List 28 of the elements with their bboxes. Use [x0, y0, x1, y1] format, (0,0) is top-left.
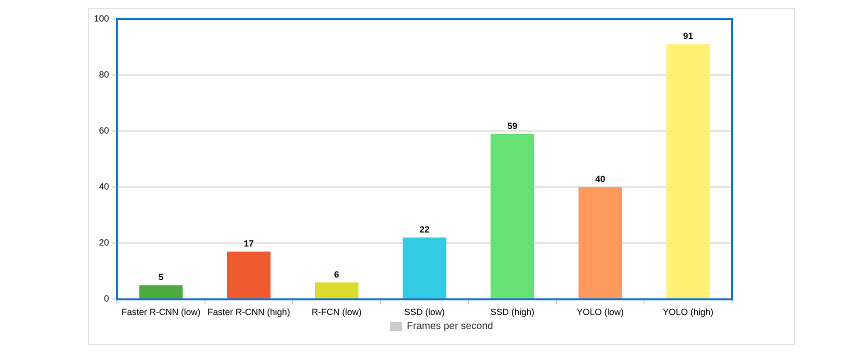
bar: [314, 282, 358, 299]
bar: [490, 134, 534, 299]
x-tick-label: R-FCN (low): [312, 307, 362, 318]
y-tick-label: 40: [99, 182, 110, 192]
y-tick-label: 80: [99, 70, 110, 80]
x-tick-label: Faster R-CNN (high): [208, 307, 290, 318]
bar: [227, 252, 271, 299]
bar: [139, 285, 183, 299]
x-tick-label: SSD (low): [404, 307, 445, 318]
data-label: 59: [507, 120, 518, 131]
data-label: 91: [683, 31, 694, 42]
text: Frames per second: [406, 321, 494, 332]
data-label: 6: [334, 269, 340, 280]
data-label: 40: [595, 174, 606, 184]
y-tick-label: 20: [99, 238, 110, 248]
bar: [402, 238, 446, 299]
x-tick-label: Faster R-CNN (low): [121, 307, 200, 318]
bar: [578, 187, 622, 299]
y-tick-label: 100: [94, 13, 110, 24]
data-label: 22: [420, 224, 430, 235]
data-label: 5: [158, 272, 164, 282]
bar: [666, 44, 710, 299]
x-tick-label: YOLO (high): [662, 307, 714, 318]
data-label: 17: [244, 238, 254, 249]
y-tick-label: 60: [99, 126, 110, 136]
x-tick-label: SSD (high): [490, 307, 534, 318]
y-tick-label: 0: [104, 294, 110, 304]
x-tick-label: YOLO (low): [576, 307, 624, 318]
